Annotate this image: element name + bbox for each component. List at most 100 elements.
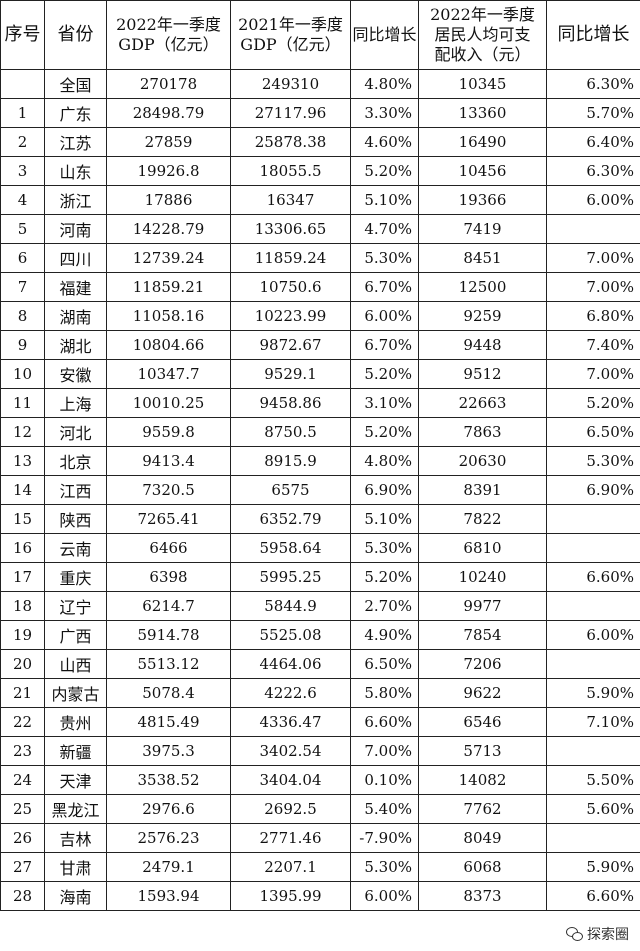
cell-gdp-2021: 5958.64 (230, 533, 351, 563)
cell-province: 重庆 (44, 562, 107, 592)
cell-gdp-2021: 25878.38 (230, 127, 351, 157)
header-income-line1: 2022年一季度 (430, 5, 535, 24)
cell-gdp-growth: 7.00% (350, 736, 419, 766)
cell-gdp-growth: 4.70% (350, 214, 419, 244)
cell-rank: 13 (0, 446, 45, 476)
cell-rank: 4 (0, 185, 45, 215)
cell-gdp-growth: 5.20% (350, 359, 419, 389)
cell-gdp-2022: 5513.12 (106, 649, 231, 679)
cell-rank: 8 (0, 301, 45, 331)
cell-income: 20630 (418, 446, 547, 476)
cell-province: 上海 (44, 388, 107, 418)
cell-gdp-2021: 249310 (230, 69, 351, 99)
cell-rank: 9 (0, 330, 45, 360)
cell-gdp-2021: 2771.46 (230, 823, 351, 853)
cell-income: 8451 (418, 243, 547, 273)
cell-income-growth (546, 214, 640, 244)
cell-rank: 16 (0, 533, 45, 563)
cell-rank: 7 (0, 272, 45, 302)
cell-income: 9512 (418, 359, 547, 389)
cell-gdp-growth: -7.90% (350, 823, 419, 853)
cell-gdp-2021: 1395.99 (230, 881, 351, 911)
cell-gdp-2021: 2207.1 (230, 852, 351, 882)
cell-gdp-2021: 16347 (230, 185, 351, 215)
cell-income: 10345 (418, 69, 547, 99)
header-income-growth: 同比增长 (546, 0, 640, 70)
cell-gdp-2022: 27859 (106, 127, 231, 157)
cell-gdp-growth: 5.20% (350, 156, 419, 186)
header-gdp-2021-line2: GDP（亿元） (240, 35, 341, 54)
cell-gdp-growth: 4.90% (350, 620, 419, 650)
cell-province: 江苏 (44, 127, 107, 157)
cell-gdp-growth: 4.60% (350, 127, 419, 157)
watermark: 探索圈 (563, 923, 632, 945)
header-gdp-2022: 2022年一季度 GDP（亿元） (106, 0, 231, 70)
cell-province: 天津 (44, 765, 107, 795)
cell-gdp-growth: 5.10% (350, 185, 419, 215)
cell-province: 全国 (44, 69, 107, 99)
cell-gdp-growth: 4.80% (350, 69, 419, 99)
table-row: 21 内蒙古 5078.4 4222.6 5.80% 9622 5.90% (0, 678, 640, 708)
cell-income: 10240 (418, 562, 547, 592)
cell-gdp-growth: 6.00% (350, 301, 419, 331)
cell-gdp-2021: 13306.65 (230, 214, 351, 244)
cell-income-growth: 7.00% (546, 243, 640, 273)
cell-gdp-growth: 5.20% (350, 417, 419, 447)
cell-rank: 18 (0, 591, 45, 621)
cell-gdp-growth: 4.80% (350, 446, 419, 476)
cell-income-growth: 5.50% (546, 765, 640, 795)
cell-gdp-2022: 270178 (106, 69, 231, 99)
table-row: 6 四川 12739.24 11859.24 5.30% 8451 7.00% (0, 243, 640, 273)
header-row: 序号 省份 2022年一季度 GDP（亿元） 2021年一季度 GDP（亿元） … (0, 0, 640, 70)
cell-income-growth: 6.80% (546, 301, 640, 331)
cell-income: 9259 (418, 301, 547, 331)
cell-income-growth: 5.30% (546, 446, 640, 476)
cell-gdp-growth: 5.30% (350, 852, 419, 882)
cell-gdp-2021: 6575 (230, 475, 351, 505)
cell-income-growth: 5.70% (546, 98, 640, 128)
cell-income: 10456 (418, 156, 547, 186)
cell-gdp-2021: 4222.6 (230, 678, 351, 708)
table-row: 4 浙江 17886 16347 5.10% 19366 6.00% (0, 185, 640, 215)
cell-gdp-2021: 5525.08 (230, 620, 351, 650)
cell-province: 内蒙古 (44, 678, 107, 708)
cell-gdp-growth: 5.10% (350, 504, 419, 534)
cell-province: 黑龙江 (44, 794, 107, 824)
table-row: 全国 270178 249310 4.80% 10345 6.30% (0, 69, 640, 99)
cell-province: 浙江 (44, 185, 107, 215)
cell-income-growth: 5.90% (546, 678, 640, 708)
table-row: 7 福建 11859.21 10750.6 6.70% 12500 7.00% (0, 272, 640, 302)
cell-province: 河南 (44, 214, 107, 244)
cell-province: 湖南 (44, 301, 107, 331)
cell-gdp-2021: 9458.86 (230, 388, 351, 418)
watermark-text: 探索圈 (587, 927, 629, 943)
cell-province: 甘肃 (44, 852, 107, 882)
cell-rank: 25 (0, 794, 45, 824)
cell-income: 12500 (418, 272, 547, 302)
table-row: 24 天津 3538.52 3404.04 0.10% 14082 5.50% (0, 765, 640, 795)
cell-gdp-2021: 9872.67 (230, 330, 351, 360)
header-rank: 序号 (0, 0, 45, 70)
cell-gdp-2022: 14228.79 (106, 214, 231, 244)
cell-gdp-growth: 5.30% (350, 533, 419, 563)
cell-income-growth: 6.30% (546, 156, 640, 186)
cell-gdp-growth: 0.10% (350, 765, 419, 795)
cell-province: 山西 (44, 649, 107, 679)
cell-rank: 20 (0, 649, 45, 679)
cell-gdp-2022: 5078.4 (106, 678, 231, 708)
cell-gdp-2022: 12739.24 (106, 243, 231, 273)
cell-income: 7762 (418, 794, 547, 824)
cell-gdp-growth: 5.40% (350, 794, 419, 824)
cell-gdp-2021: 27117.96 (230, 98, 351, 128)
cell-province: 河北 (44, 417, 107, 447)
cell-income-growth: 5.90% (546, 852, 640, 882)
cell-income-growth: 6.40% (546, 127, 640, 157)
cell-income: 9448 (418, 330, 547, 360)
table-row: 15 陕西 7265.41 6352.79 5.10% 7822 (0, 504, 640, 534)
table-row: 10 安徽 10347.7 9529.1 5.20% 9512 7.00% (0, 359, 640, 389)
table-row: 28 海南 1593.94 1395.99 6.00% 8373 6.60% (0, 881, 640, 911)
header-income: 2022年一季度 居民人均可支 配收入（元） (418, 0, 547, 70)
cell-rank: 23 (0, 736, 45, 766)
cell-gdp-growth: 3.10% (350, 388, 419, 418)
cell-gdp-growth: 6.60% (350, 707, 419, 737)
